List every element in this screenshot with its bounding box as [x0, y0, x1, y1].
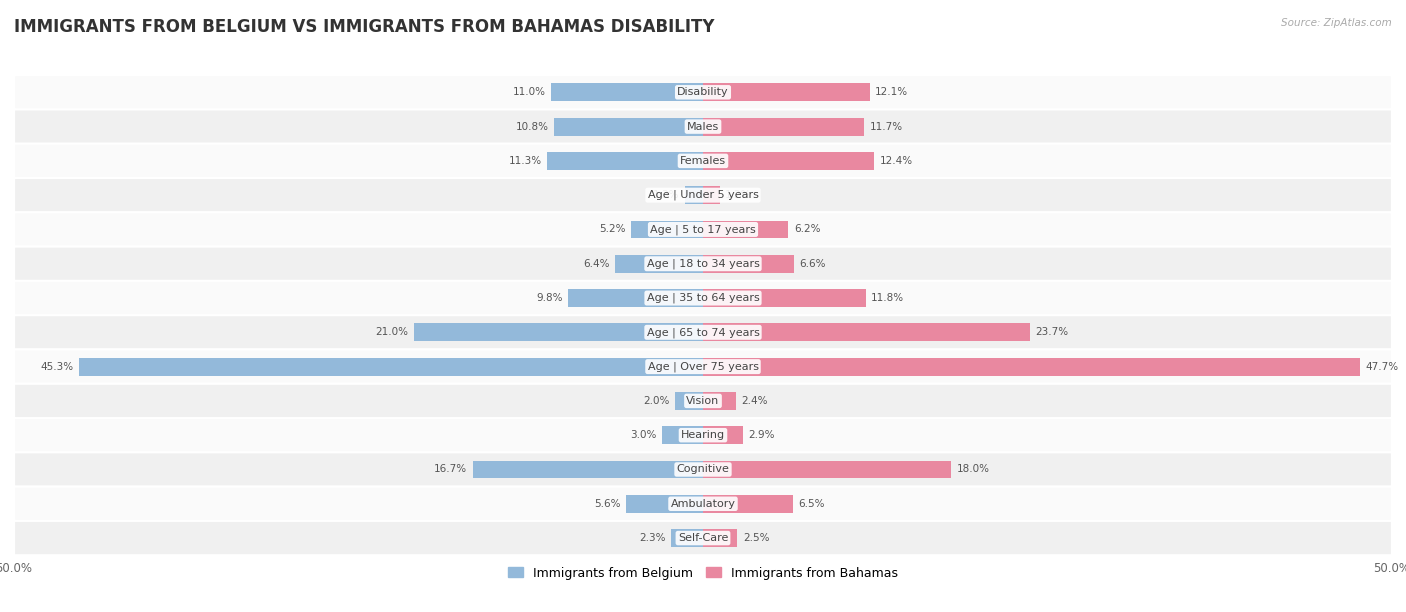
Bar	[671, 529, 703, 547]
Text: 1.3%: 1.3%	[652, 190, 679, 200]
Bar	[413, 323, 703, 341]
FancyBboxPatch shape	[14, 452, 1392, 487]
Bar	[685, 186, 703, 204]
Text: 2.3%: 2.3%	[640, 533, 666, 543]
Text: 3.0%: 3.0%	[630, 430, 657, 440]
Bar	[703, 186, 720, 204]
Text: 11.0%: 11.0%	[513, 88, 546, 97]
Legend: Immigrants from Belgium, Immigrants from Bahamas: Immigrants from Belgium, Immigrants from…	[503, 562, 903, 584]
Bar	[554, 118, 703, 135]
Text: 2.5%: 2.5%	[742, 533, 769, 543]
Text: 2.9%: 2.9%	[748, 430, 775, 440]
FancyBboxPatch shape	[14, 75, 1392, 110]
Text: 1.2%: 1.2%	[725, 190, 752, 200]
Bar	[472, 461, 703, 479]
Bar	[703, 392, 737, 410]
Bar	[662, 427, 703, 444]
Text: Age | 65 to 74 years: Age | 65 to 74 years	[647, 327, 759, 338]
Text: 47.7%: 47.7%	[1365, 362, 1399, 371]
Bar	[703, 427, 742, 444]
Text: 2.0%: 2.0%	[644, 396, 669, 406]
Text: 11.8%: 11.8%	[872, 293, 904, 303]
Text: 12.4%: 12.4%	[879, 156, 912, 166]
Text: Vision: Vision	[686, 396, 720, 406]
FancyBboxPatch shape	[14, 281, 1392, 315]
Text: 11.3%: 11.3%	[509, 156, 541, 166]
Text: 23.7%: 23.7%	[1035, 327, 1069, 337]
FancyBboxPatch shape	[14, 384, 1392, 418]
Text: Age | Over 75 years: Age | Over 75 years	[648, 361, 758, 372]
FancyBboxPatch shape	[14, 487, 1392, 521]
Text: 18.0%: 18.0%	[956, 465, 990, 474]
Bar	[703, 357, 1360, 376]
Bar	[703, 118, 865, 135]
Text: Source: ZipAtlas.com: Source: ZipAtlas.com	[1281, 18, 1392, 28]
FancyBboxPatch shape	[14, 315, 1392, 349]
Text: Females: Females	[681, 156, 725, 166]
Bar	[703, 461, 950, 479]
Bar	[551, 83, 703, 101]
Text: Ambulatory: Ambulatory	[671, 499, 735, 509]
Text: 45.3%: 45.3%	[41, 362, 73, 371]
Text: Self-Care: Self-Care	[678, 533, 728, 543]
Bar	[79, 357, 703, 376]
FancyBboxPatch shape	[14, 178, 1392, 212]
Text: 5.6%: 5.6%	[593, 499, 620, 509]
Text: 9.8%: 9.8%	[536, 293, 562, 303]
Text: 11.7%: 11.7%	[870, 122, 903, 132]
Text: 2.4%: 2.4%	[741, 396, 768, 406]
Text: 6.2%: 6.2%	[794, 225, 821, 234]
Bar	[703, 495, 793, 513]
Text: Disability: Disability	[678, 88, 728, 97]
Text: 5.2%: 5.2%	[599, 225, 626, 234]
Bar	[703, 152, 875, 170]
Bar	[703, 529, 738, 547]
Text: 10.8%: 10.8%	[516, 122, 548, 132]
Text: Age | Under 5 years: Age | Under 5 years	[648, 190, 758, 200]
Text: Age | 5 to 17 years: Age | 5 to 17 years	[650, 224, 756, 235]
Bar	[631, 220, 703, 238]
Text: Hearing: Hearing	[681, 430, 725, 440]
Text: 16.7%: 16.7%	[434, 465, 467, 474]
Bar	[547, 152, 703, 170]
FancyBboxPatch shape	[14, 247, 1392, 281]
Text: Age | 35 to 64 years: Age | 35 to 64 years	[647, 293, 759, 304]
Bar	[626, 495, 703, 513]
Text: 12.1%: 12.1%	[875, 88, 908, 97]
Bar	[703, 83, 870, 101]
Text: 6.4%: 6.4%	[583, 259, 609, 269]
Text: Males: Males	[688, 122, 718, 132]
Bar	[703, 323, 1029, 341]
FancyBboxPatch shape	[14, 349, 1392, 384]
FancyBboxPatch shape	[14, 110, 1392, 144]
Text: 21.0%: 21.0%	[375, 327, 408, 337]
Bar	[703, 255, 794, 273]
Text: Age | 18 to 34 years: Age | 18 to 34 years	[647, 258, 759, 269]
Text: 6.6%: 6.6%	[800, 259, 825, 269]
FancyBboxPatch shape	[14, 144, 1392, 178]
Bar	[675, 392, 703, 410]
Text: 6.5%: 6.5%	[799, 499, 824, 509]
Bar	[614, 255, 703, 273]
Bar	[703, 289, 866, 307]
Bar	[703, 220, 789, 238]
FancyBboxPatch shape	[14, 521, 1392, 555]
FancyBboxPatch shape	[14, 212, 1392, 247]
Text: Cognitive: Cognitive	[676, 465, 730, 474]
Bar	[568, 289, 703, 307]
FancyBboxPatch shape	[14, 418, 1392, 452]
Text: IMMIGRANTS FROM BELGIUM VS IMMIGRANTS FROM BAHAMAS DISABILITY: IMMIGRANTS FROM BELGIUM VS IMMIGRANTS FR…	[14, 18, 714, 36]
